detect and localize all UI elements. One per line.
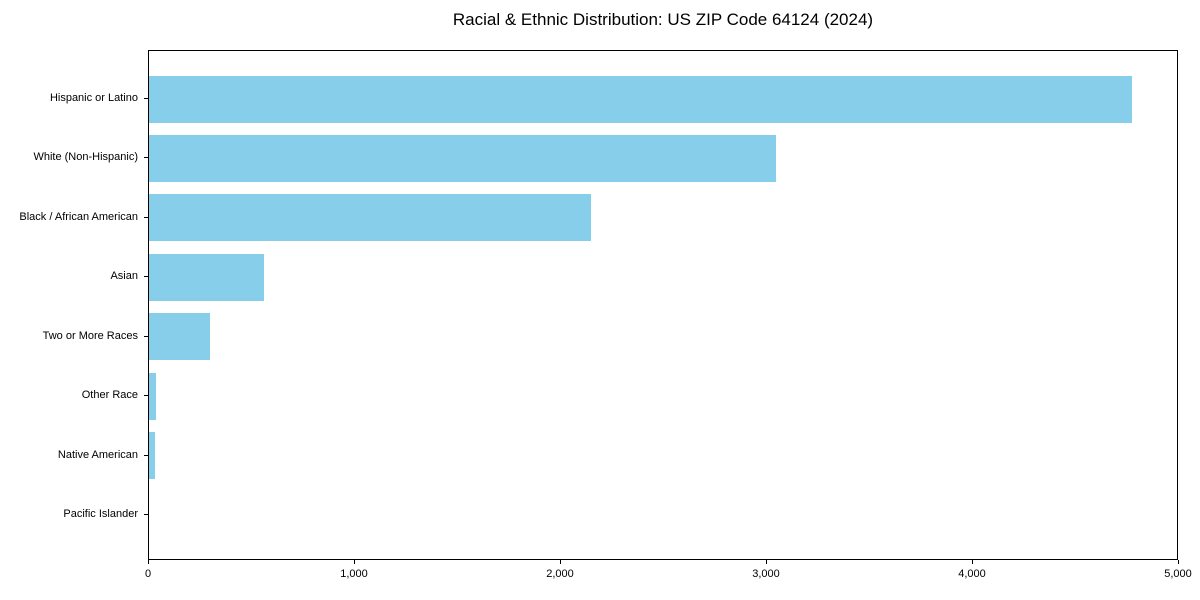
bar xyxy=(149,134,777,182)
y-axis-label: Hispanic or Latino xyxy=(49,92,138,104)
y-axis-label: Two or More Races xyxy=(42,329,138,342)
y-axis-tick xyxy=(144,98,148,99)
x-axis-tick xyxy=(972,560,973,564)
x-axis-tick xyxy=(766,560,767,564)
x-axis-tick xyxy=(354,560,355,564)
bar xyxy=(149,253,265,301)
x-axis-tick xyxy=(1178,560,1179,564)
y-axis-tick xyxy=(144,216,148,218)
y-axis-tick xyxy=(144,276,148,278)
y-axis-tick xyxy=(144,514,148,515)
bar xyxy=(149,75,1132,123)
y-axis-label: Pacific Islander xyxy=(63,508,138,520)
y-axis-tick xyxy=(144,454,148,456)
x-axis-tick-label: 1,000 xyxy=(340,568,368,580)
y-axis-tick xyxy=(144,395,148,397)
x-axis-tick xyxy=(560,560,561,564)
y-axis-label: Asian xyxy=(110,270,138,283)
y-axis-tick xyxy=(144,157,148,159)
x-axis-tick-label: 5,000 xyxy=(1164,568,1192,580)
y-axis-label: Black / African American xyxy=(19,210,138,223)
plot-area xyxy=(148,50,1178,560)
y-axis-label: Other Race xyxy=(81,389,138,402)
bar xyxy=(149,194,592,242)
x-axis-tick-label: 0 xyxy=(144,568,152,580)
y-axis-label: Native American xyxy=(57,448,138,461)
x-axis-tick-label: 2,000 xyxy=(546,568,574,580)
x-axis-tick xyxy=(148,560,149,564)
x-axis-tick-label: 4,000 xyxy=(958,568,986,580)
x-axis-tick-label: 3,000 xyxy=(752,568,780,580)
bar xyxy=(149,432,156,480)
y-axis-label: White (Non-Hispanic) xyxy=(33,151,138,164)
bar xyxy=(149,313,210,361)
chart-title: Racial & Ethnic Distribution: US ZIP Cod… xyxy=(452,10,874,29)
bar xyxy=(149,372,157,420)
y-axis-tick xyxy=(144,335,148,337)
